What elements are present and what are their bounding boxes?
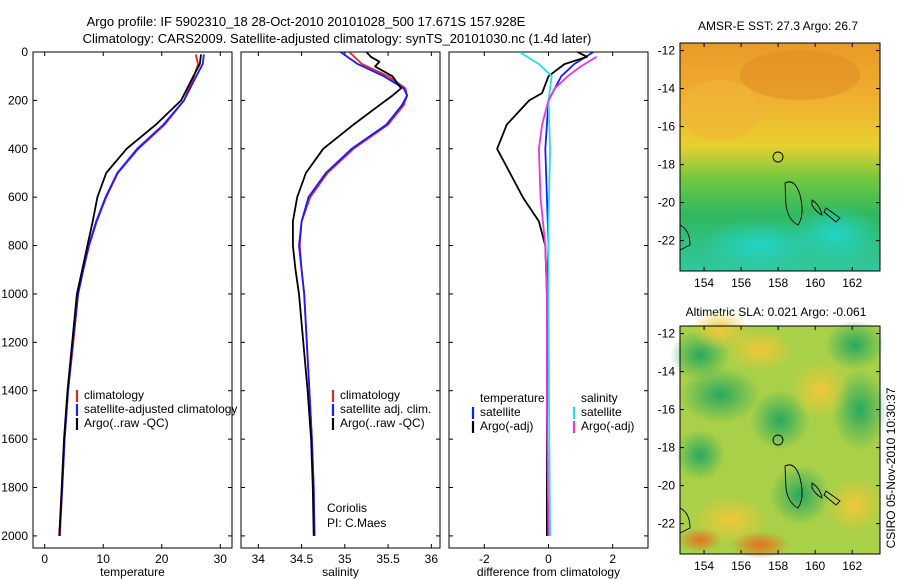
x-tick-label: 0	[545, 552, 552, 566]
y-tick-label: 200	[8, 93, 28, 107]
map-y-tick-label: -20	[658, 479, 676, 493]
figure-title-line1: Argo profile: IF 5902310_18 28-Oct-2010 …	[87, 14, 526, 29]
y-tick-label: 800	[8, 239, 28, 253]
legend: temperaturesatelliteArgo(-adj)salinitysa…	[471, 391, 634, 433]
figure-title-line2: Climatology: CARS2009. Satellite-adjuste…	[83, 31, 592, 46]
map-x-tick-label: 154	[694, 276, 714, 290]
map-y-tick-label: -22	[658, 234, 676, 248]
legend-label: salinity	[581, 391, 618, 405]
sla-map: Altimetric SLA: 0.021 Argo: -0.061 154 15…	[658, 305, 888, 573]
x-tick-label: 2	[609, 552, 616, 566]
x-tick-label: -2	[479, 552, 490, 566]
x-tick-label: 20	[155, 552, 169, 566]
map-y-tick-label: -18	[658, 441, 676, 455]
x-tick-label: 35	[338, 552, 352, 566]
series-line-satellite	[58, 54, 205, 536]
source-note: Coriolis	[327, 501, 367, 515]
legend-label: climatology	[340, 388, 400, 402]
x-tick-label: 34.5	[290, 552, 314, 566]
legend-label: satellite	[480, 405, 521, 419]
map-x-tick-label: 162	[842, 276, 862, 290]
series-line-argo	[58, 54, 202, 536]
y-tick-label: 1600	[1, 432, 28, 446]
legend-label: Argo(..raw -QC)	[84, 416, 169, 430]
sst-map-title: AMSR-E SST: 27.3 Argo: 26.7	[698, 19, 858, 33]
map-x-tick-label: 160	[805, 559, 825, 573]
legend-label: satellite adj. clim.	[340, 402, 431, 416]
legend-label: Argo(-adj)	[480, 419, 533, 433]
map-x-tick-label: 160	[805, 276, 825, 290]
legend-label: Argo(-adj)	[581, 419, 634, 433]
x-tick-label: 30	[214, 552, 228, 566]
map-x-tick-label: 156	[731, 559, 751, 573]
x-tick-label: 10	[97, 552, 111, 566]
legend-label: satellite-adjusted climatology	[84, 402, 237, 416]
sst-argo-marker	[772, 151, 784, 163]
map-y-tick-label: -14	[658, 365, 676, 379]
y-tick-label: 1000	[1, 287, 28, 301]
x-axis-label: difference from climatology	[477, 565, 620, 579]
x-axis-label: salinity	[322, 565, 359, 579]
y-tick-label: 600	[8, 190, 28, 204]
series-line-satellite	[298, 52, 408, 536]
series-line-cyan	[519, 52, 553, 536]
map-x-tick-label: 156	[731, 276, 751, 290]
map-x-tick-label: 154	[694, 559, 714, 573]
map-x-tick-label: 162	[842, 559, 862, 573]
source-note: PI: C.Maes	[327, 516, 386, 530]
x-axis-label: temperature	[100, 565, 165, 579]
panel-frame	[32, 51, 233, 549]
panel-frame	[240, 51, 441, 549]
map-y-tick-label: -18	[658, 158, 676, 172]
profile-panels: 0 10 20 30020040060080010001200140016001800…	[1, 45, 649, 579]
side-timestamp: CSIRO 05-Nov-2010 10:30:37	[884, 387, 898, 548]
map-x-tick-label: 158	[768, 276, 788, 290]
y-tick-label: 1200	[1, 335, 28, 349]
map-y-tick-label: -14	[658, 82, 676, 96]
legend-label: temperature	[480, 391, 545, 405]
legend-label: Argo(..raw -QC)	[340, 416, 425, 430]
legend-label: climatology	[84, 388, 144, 402]
map-y-tick-label: -12	[658, 44, 676, 58]
map-y-tick-label: -20	[658, 196, 676, 210]
profile-panel-2: 34 34.5 35 35.5 36 salinity climatologysatelli…	[240, 51, 441, 579]
series-line-climatology	[59, 54, 199, 536]
map-y-tick-label: -22	[658, 517, 676, 531]
map-frame	[679, 325, 881, 555]
map-y-tick-label: -16	[658, 403, 676, 417]
y-tick-label: 1400	[1, 384, 28, 398]
map-x-tick-label: 158	[768, 559, 788, 573]
y-tick-label: 0	[21, 45, 28, 59]
series-line-satellite	[544, 52, 594, 536]
map-y-tick-label: -12	[658, 327, 676, 341]
legend-label: satellite	[581, 405, 622, 419]
x-tick-label: 35.5	[376, 552, 400, 566]
series-line-argo	[292, 52, 402, 536]
y-tick-label: 1800	[1, 481, 28, 495]
sla-argo-marker	[772, 434, 784, 446]
profile-panel-1: 0 10 20 30 0 200 400 600 800 1000 1200 1400 1600 1800…	[1, 45, 237, 579]
sst-map: AMSR-E SST: 27.3 Argo: 26.7	[658, 19, 881, 290]
map-y-tick-label: -16	[658, 120, 676, 134]
y-tick-label: 2000	[1, 529, 28, 543]
series-line-magenta	[538, 56, 598, 536]
map-frame	[679, 42, 881, 272]
x-tick-label: 36	[425, 552, 439, 566]
x-tick-label: 34	[252, 552, 266, 566]
x-tick-label: 0	[41, 552, 48, 566]
y-tick-label: 400	[8, 142, 28, 156]
